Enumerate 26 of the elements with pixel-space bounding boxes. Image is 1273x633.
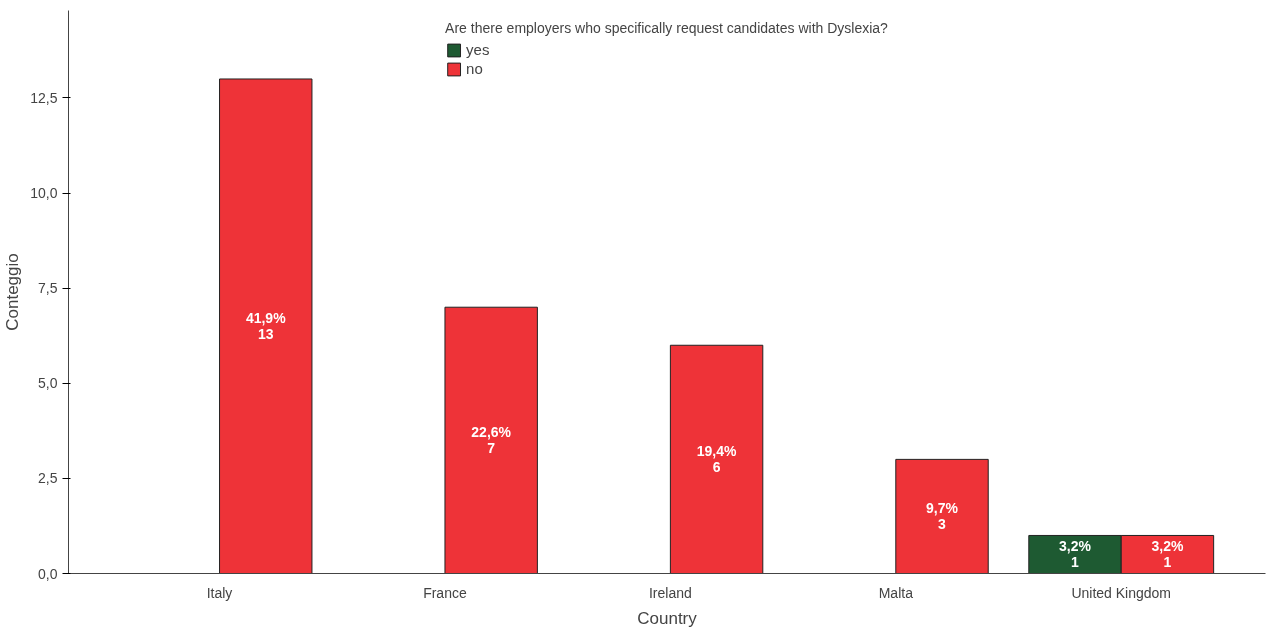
x-tick-label: France bbox=[423, 584, 467, 601]
y-tick-label: 10,0 bbox=[30, 185, 58, 202]
data-label: 19,4% 6 bbox=[696, 443, 737, 476]
bar bbox=[669, 344, 764, 574]
x-tick-label: United Kingdom bbox=[1071, 584, 1172, 601]
data-label: 3,2% 1 bbox=[1151, 538, 1184, 571]
y-tick-label: 0,0 bbox=[38, 565, 58, 582]
x-tick-label: Italy bbox=[206, 584, 233, 601]
x-tick-label: Malta bbox=[878, 584, 914, 601]
data-label: 22,6% 7 bbox=[471, 424, 512, 457]
y-tick-label: 2,5 bbox=[38, 470, 58, 487]
legend-label: yes bbox=[466, 41, 490, 58]
data-label: 3,2% 1 bbox=[1059, 538, 1092, 571]
bar bbox=[444, 306, 538, 574]
data-label: 41,9% 13 bbox=[245, 310, 287, 343]
bar bbox=[895, 458, 989, 574]
x-axis-title: Country bbox=[637, 608, 698, 628]
y-tick-label: 7,5 bbox=[38, 280, 58, 297]
legend-label: no bbox=[466, 60, 484, 77]
y-axis-title: Conteggio bbox=[3, 253, 23, 331]
data-label: 9,7% 3 bbox=[926, 500, 959, 533]
bar bbox=[219, 78, 313, 574]
x-tick-label: Ireland bbox=[648, 584, 692, 601]
y-tick-label: 5,0 bbox=[38, 375, 58, 392]
y-tick-label: 12,5 bbox=[30, 89, 58, 106]
legend-title: Are there employers who specifically request candidates with Dyslexia? bbox=[445, 20, 888, 36]
